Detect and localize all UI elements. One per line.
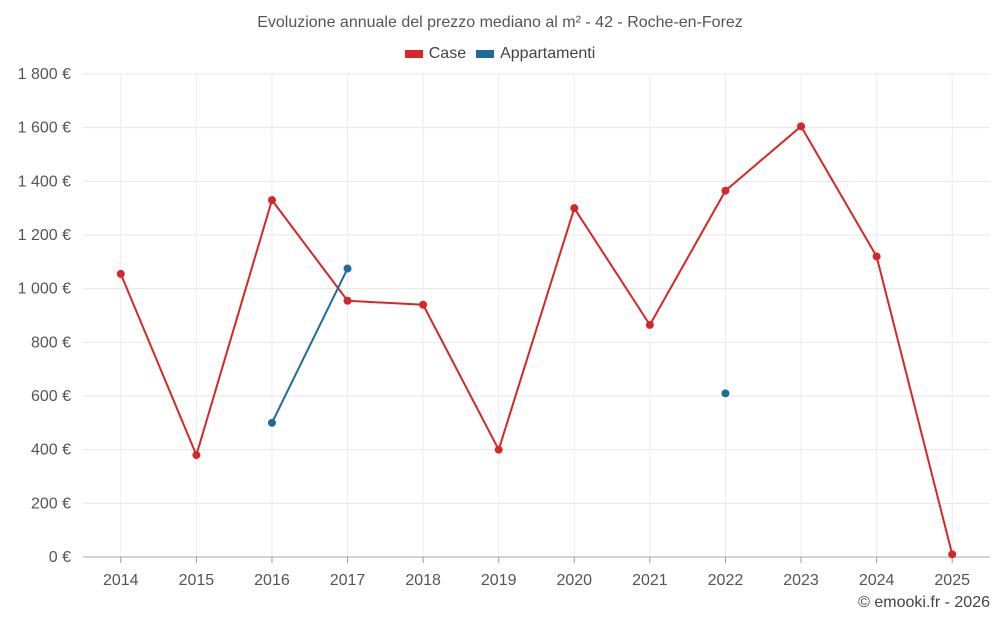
series-line-case	[119, 125, 954, 555]
data-point-appartamenti-2016	[267, 418, 276, 427]
data-point-case-2017	[343, 296, 352, 305]
legend-item-case[interactable]: Case	[404, 45, 467, 63]
legend-swatch-appartamenti	[476, 50, 495, 58]
x-tick-label: 2014	[103, 572, 139, 589]
y-tick-label: 0 €	[49, 549, 71, 566]
x-tick-label: 2019	[481, 572, 517, 589]
data-point-appartamenti-2017	[343, 264, 352, 273]
copyright-credit: © emooki.fr - 2026	[858, 594, 990, 611]
y-tick-label: 600 €	[31, 388, 71, 405]
y-tick-label: 200 €	[31, 495, 71, 512]
x-tick-label: 2021	[632, 572, 668, 589]
data-point-case-2020	[570, 204, 579, 213]
data-point-case-2018	[419, 300, 428, 309]
chart-legend: Case Appartamenti	[0, 45, 1000, 63]
x-tick-label: 2017	[330, 572, 366, 589]
data-point-case-2024	[872, 252, 881, 261]
x-tick-label: 2024	[859, 572, 895, 589]
data-point-case-2016	[267, 196, 276, 205]
data-point-case-2019	[494, 445, 503, 454]
y-tick-label: 1 800 €	[18, 66, 71, 83]
legend-item-appartamenti[interactable]: Appartamenti	[476, 45, 595, 63]
data-point-case-2023	[797, 122, 806, 131]
legend-label-appartamenti: Appartamenti	[500, 45, 596, 62]
x-tick-label: 2016	[254, 572, 290, 589]
x-tick-label: 2025	[934, 572, 970, 589]
y-tick-label: 1 600 €	[18, 120, 71, 137]
x-tick-label: 2020	[556, 572, 592, 589]
y-tick-label: 1 400 €	[18, 173, 71, 190]
data-point-case-2021	[645, 320, 654, 329]
data-point-case-2025	[948, 550, 957, 559]
series-line-appartamenti	[271, 268, 349, 424]
x-tick-label: 2015	[179, 572, 215, 589]
y-tick-label: 400 €	[31, 442, 71, 459]
data-point-appartamenti-2022	[721, 389, 730, 398]
data-point-case-2014	[116, 269, 125, 278]
x-tick-label: 2022	[708, 572, 744, 589]
x-tick-label: 2018	[405, 572, 441, 589]
chart-title: Evoluzione annuale del prezzo mediano al…	[257, 14, 743, 31]
y-tick-label: 800 €	[31, 334, 71, 351]
legend-label-case: Case	[428, 45, 467, 62]
y-tick-label: 1 200 €	[18, 227, 71, 244]
x-tick-label: 2023	[783, 572, 819, 589]
data-point-case-2022	[721, 186, 730, 195]
y-tick-label: 1 000 €	[18, 281, 71, 298]
data-point-case-2015	[192, 451, 201, 460]
legend-swatch-case	[404, 50, 423, 58]
